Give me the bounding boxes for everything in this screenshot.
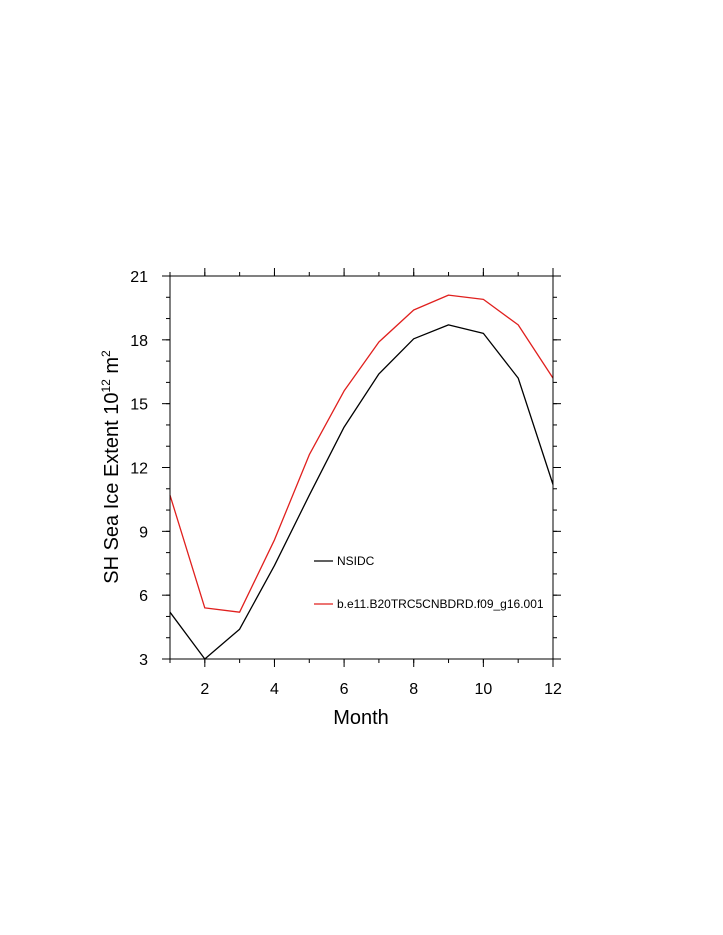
y-axis-title-main: SH Sea Ice Extent 10	[101, 393, 123, 584]
y-tick-label: 6	[139, 588, 148, 605]
x-tick-label: 10	[474, 681, 492, 698]
plot-frame	[169, 275, 554, 660]
legend: NSIDC b.e11.B20TRC5CNBDRD.f09_g16.001	[314, 554, 544, 611]
y-tick-label: 18	[130, 333, 148, 350]
y-tick-label: 21	[130, 269, 148, 286]
series-line-1	[169, 324, 554, 660]
y-tick-label: 9	[139, 524, 148, 541]
y-tick-label: 15	[130, 397, 148, 414]
x-tick-label: 8	[409, 681, 418, 698]
y-axis-title-exp2: 2	[99, 350, 113, 357]
x-axis-title: Month	[333, 707, 389, 729]
legend-label: NSIDC	[337, 554, 375, 568]
series-line-2	[169, 294, 554, 613]
tick-labels: 2 4 6 8 10 12 3 6 9 12 15 18 21	[130, 269, 562, 698]
x-tick-label: 2	[200, 681, 209, 698]
x-tick-label: 6	[340, 681, 349, 698]
x-tick-label: 4	[270, 681, 279, 698]
y-axis-title-unit: m	[101, 357, 123, 379]
major-ticks	[162, 268, 561, 667]
series-layer	[169, 294, 554, 660]
y-tick-label: 12	[130, 461, 148, 478]
y-axis-title: SH Sea Ice Extent 1012 m2	[99, 350, 123, 584]
legend-label: b.e11.B20TRC5CNBDRD.f09_g16.001	[337, 597, 544, 611]
x-tick-label: 12	[544, 681, 562, 698]
y-tick-label: 3	[139, 652, 148, 669]
y-axis-title-exp1: 12	[99, 379, 113, 393]
